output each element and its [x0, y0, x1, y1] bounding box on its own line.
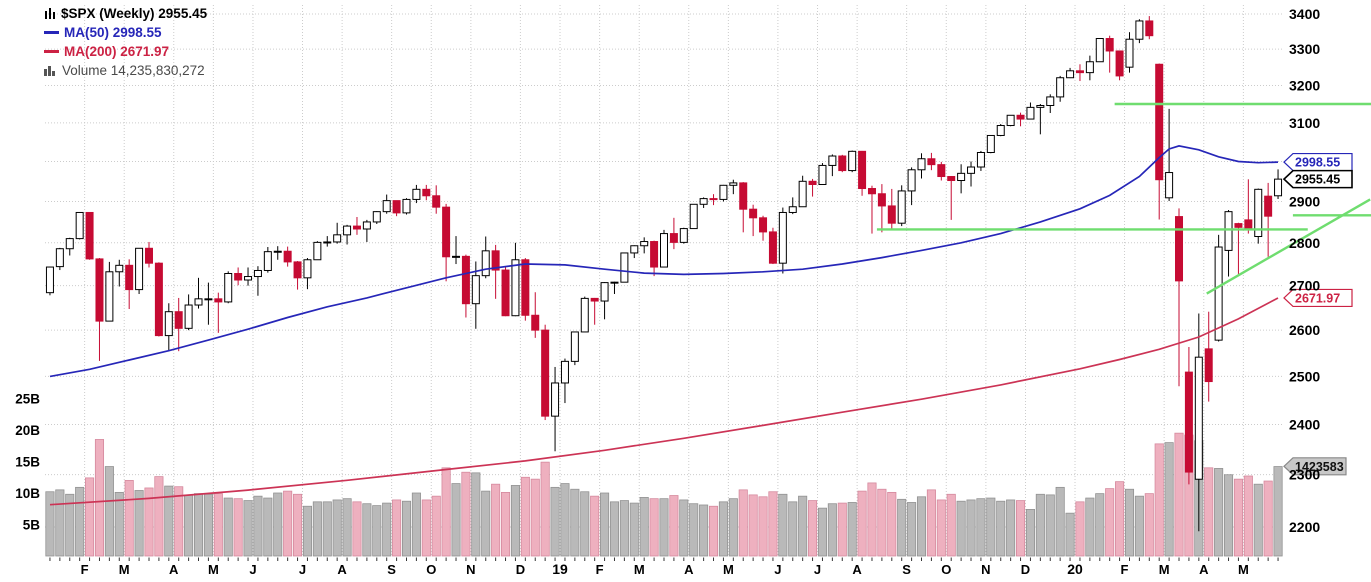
svg-text:S: S [387, 562, 396, 577]
svg-text:3300: 3300 [1289, 41, 1320, 57]
svg-text:J: J [299, 562, 306, 577]
svg-text:1423583: 1423583 [1295, 460, 1344, 474]
svg-text:2200: 2200 [1289, 519, 1320, 535]
svg-text:15B: 15B [15, 455, 40, 470]
ma200-line-swatch [44, 50, 59, 53]
x-axis-labels: F M A M J J A S O N D 19 F M A M J J A S O N D 20 F M A M [81, 561, 1249, 577]
svg-text:2671.97: 2671.97 [1295, 291, 1340, 305]
svg-text:2700: 2700 [1289, 278, 1320, 294]
ma50-line-swatch [44, 31, 59, 34]
legend-symbol-row: $SPX (Weekly) 2955.45 [44, 4, 207, 23]
svg-text:3200: 3200 [1289, 77, 1320, 93]
svg-text:M: M [119, 562, 130, 577]
axis-price-tags: 2998.55 2955.45 2671.97 1423583 [1282, 152, 1353, 476]
svg-text:F: F [1121, 562, 1129, 577]
svg-text:N: N [466, 562, 475, 577]
candlesticks [45, 16, 1283, 532]
svg-text:3400: 3400 [1289, 6, 1320, 22]
legend-ma200-row: MA(200) 2671.97 [44, 42, 207, 61]
svg-text:M: M [208, 562, 219, 577]
price-axis-labels: 3400 3300 3200 3100 2900 2800 2700 2600 2500 2400… [1289, 6, 1320, 535]
svg-text:O: O [426, 562, 436, 577]
ma200-line [49, 297, 1279, 506]
svg-text:A: A [852, 562, 862, 577]
svg-text:20B: 20B [15, 423, 40, 438]
svg-text:A: A [684, 562, 694, 577]
svg-text:2300: 2300 [1289, 467, 1320, 483]
svg-text:F: F [81, 562, 89, 577]
volume-bars-icon [44, 65, 57, 76]
moving-averages [49, 145, 1279, 506]
svg-text:25B: 25B [15, 392, 40, 407]
svg-text:J: J [249, 562, 256, 577]
svg-text:N: N [981, 562, 990, 577]
svg-text:5B: 5B [23, 518, 41, 533]
svg-text:F: F [596, 562, 604, 577]
svg-text:A: A [337, 562, 347, 577]
svg-text:2800: 2800 [1289, 235, 1320, 251]
volume-axis-labels: 25B 20B 15B 10B 5B [15, 392, 40, 533]
svg-text:2955.45: 2955.45 [1295, 173, 1340, 187]
svg-text:D: D [516, 562, 525, 577]
ma50-line [49, 145, 1279, 378]
svg-text:M: M [1159, 562, 1170, 577]
week-ticks [49, 557, 1279, 561]
ma50-legend-label: MA(50) 2998.55 [64, 25, 162, 40]
svg-text:J: J [774, 562, 781, 577]
legend-volume-row: Volume 14,235,830,272 [44, 61, 207, 80]
legend-ma50-row: MA(50) 2998.55 [44, 23, 207, 42]
svg-text:19: 19 [552, 561, 568, 577]
svg-text:D: D [1021, 562, 1030, 577]
symbol-title: $SPX (Weekly) 2955.45 [61, 6, 208, 21]
svg-text:A: A [1199, 562, 1209, 577]
annotation-lines [876, 102, 1371, 295]
svg-text:10B: 10B [15, 486, 40, 501]
month-gridlines [84, 5, 1244, 556]
svg-text:2400: 2400 [1289, 416, 1320, 432]
ma200-legend-label: MA(200) 2671.97 [64, 44, 170, 59]
svg-text:20: 20 [1067, 561, 1083, 577]
svg-text:2998.55: 2998.55 [1295, 156, 1340, 170]
svg-text:M: M [634, 562, 645, 577]
price-gridlines [45, 13, 1283, 528]
chart-legend: $SPX (Weekly) 2955.45 MA(50) 2998.55 MA(… [44, 4, 207, 80]
svg-text:M: M [723, 562, 734, 577]
svg-text:3100: 3100 [1289, 115, 1320, 131]
svg-text:M: M [1238, 562, 1249, 577]
svg-text:2900: 2900 [1289, 193, 1320, 209]
svg-text:S: S [902, 562, 911, 577]
svg-text:O: O [941, 562, 951, 577]
volume-bars [45, 432, 1283, 557]
svg-text:2600: 2600 [1289, 322, 1320, 338]
candlestick-style-icon [44, 7, 56, 20]
svg-text:2500: 2500 [1289, 368, 1320, 384]
volume-legend-label: Volume 14,235,830,272 [62, 63, 205, 78]
svg-text:J: J [814, 562, 821, 577]
svg-text:A: A [169, 562, 179, 577]
